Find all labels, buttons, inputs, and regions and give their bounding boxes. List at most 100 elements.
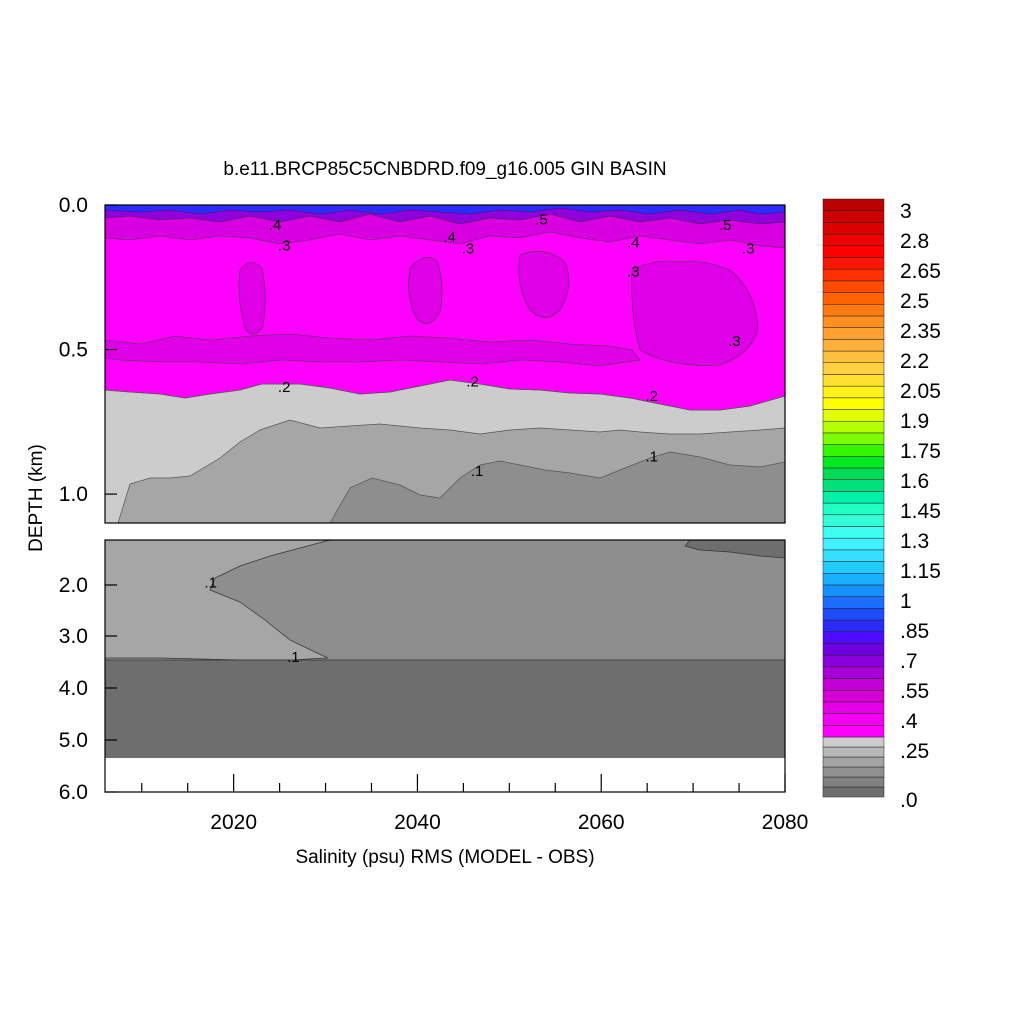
lower-dark-patch <box>684 540 785 559</box>
lower-panel: .1 .1 <box>105 540 785 792</box>
colorbar-swatch <box>822 374 885 387</box>
colorbar-swatch <box>822 701 885 714</box>
colorbar-label: 1.3 <box>900 530 929 553</box>
colorbar-swatch <box>822 420 885 434</box>
colorbar-label: 3 <box>900 200 912 223</box>
contour-label: .3 <box>627 263 640 280</box>
colorbar-swatch <box>822 561 885 574</box>
colorbar: .0 .25 .4 .55 .7 .85 1 1.15 1.3 1.45 1.6 1.75 1.9 2.0… <box>822 198 941 812</box>
upper-purple-patch-1 <box>238 262 266 335</box>
y-tick-label: 5.0 <box>59 729 88 752</box>
upper-purple-patch-2 <box>408 256 443 324</box>
x-tick-label: 2020 <box>210 811 257 834</box>
colorbar-swatch <box>822 766 885 778</box>
colorbar-label: .25 <box>900 740 929 763</box>
colorbar-label: 2.5 <box>900 290 929 313</box>
colorbar-label: .4 <box>900 710 918 733</box>
y-tick-label: 3.0 <box>59 625 88 648</box>
contour-label: .2 <box>278 379 291 396</box>
colorbar-swatch <box>822 210 885 223</box>
colorbar-label: 1.75 <box>900 440 941 463</box>
colorbar-swatch <box>822 245 885 258</box>
contour-label: .5 <box>719 217 732 234</box>
contour-label: .2 <box>466 373 479 390</box>
colorbar-swatch <box>822 292 885 305</box>
colorbar-swatch <box>822 596 885 609</box>
colorbar-label: 1.15 <box>900 560 941 583</box>
x-axis-label: Salinity (psu) RMS (MODEL - OBS) <box>295 847 594 868</box>
colorbar-label: .55 <box>900 680 929 703</box>
colorbar-swatch <box>822 198 885 211</box>
contour-label: .1 <box>645 449 658 466</box>
colorbar-swatch <box>822 467 885 480</box>
colorbar-swatch <box>822 304 885 317</box>
chart-title: b.e11.BRCP85C5CNBDRD.f09_g16.005 GIN BAS… <box>223 159 666 180</box>
colorbar-swatch <box>822 432 885 445</box>
contour-label: .4 <box>269 217 282 234</box>
colorbar-swatch <box>822 397 885 410</box>
colorbar-label: .85 <box>900 620 929 643</box>
contour-label: .3 <box>462 240 475 257</box>
contour-label: .1 <box>471 463 484 480</box>
contour-label: .2 <box>645 388 658 405</box>
colorbar-swatch <box>822 537 885 551</box>
colorbar-swatch <box>822 619 885 632</box>
colorbar-swatch <box>822 339 885 352</box>
colorbar-swatch <box>822 713 885 726</box>
colorbar-swatch <box>822 573 885 586</box>
x-tick-label: 2040 <box>394 811 441 834</box>
colorbar-swatch <box>822 222 885 235</box>
contour-label: .1 <box>287 649 300 666</box>
lower-no-data <box>105 758 785 792</box>
colorbar-swatch <box>822 479 885 492</box>
x-tick-label: 2080 <box>762 811 809 834</box>
colorbar-swatch <box>822 491 885 504</box>
colorbar-swatch <box>822 654 885 668</box>
colorbar-swatch <box>822 456 885 469</box>
colorbar-label: 1.6 <box>900 470 929 493</box>
lower-panel-frame <box>104 539 786 793</box>
colorbar-swatch <box>822 315 885 328</box>
colorbar-swatch <box>822 631 885 644</box>
colorbar-swatch <box>822 502 885 516</box>
y-axis-label: DEPTH (km) <box>26 444 47 552</box>
colorbar-swatch <box>822 666 885 679</box>
colorbar-label: 2.65 <box>900 260 941 283</box>
colorbar-swatch <box>822 350 885 363</box>
colorbar-label: 1.9 <box>900 410 929 433</box>
colorbar-label: 2.2 <box>900 350 929 373</box>
colorbar-swatch <box>822 385 885 399</box>
contour-label: .3 <box>742 240 755 257</box>
colorbar-label: .7 <box>900 650 918 673</box>
colorbar-label: .0 <box>900 789 918 812</box>
colorbar-swatch <box>822 409 885 422</box>
y-tick-label: 0.5 <box>59 339 88 362</box>
colorbar-swatch <box>822 268 885 282</box>
colorbar-label: 2.35 <box>900 320 941 343</box>
colorbar-swatch <box>822 643 885 656</box>
contour-label: .1 <box>204 575 217 592</box>
colorbar-label: 2.8 <box>900 230 929 253</box>
colorbar-swatch <box>822 362 885 375</box>
upper-panel: .4 .3 .4 .3 .5 .4 .3 .5 .3 .3 .2 .2 .2 .1 .1 <box>105 205 785 523</box>
contour-label: .5 <box>535 211 548 228</box>
y-tick-label: 2.0 <box>59 574 88 597</box>
lower-dark-region <box>105 660 785 758</box>
contour-label: .4 <box>627 235 640 252</box>
colorbar-swatch <box>822 736 885 748</box>
colorbar-swatch <box>822 280 885 293</box>
upper-purple-patch-5 <box>105 333 641 367</box>
colorbar-swatch <box>822 786 885 798</box>
upper-panel-frame <box>104 204 786 524</box>
colorbar-swatch <box>822 608 885 621</box>
colorbar-swatch <box>822 257 885 270</box>
upper-blue-band <box>105 205 785 215</box>
colorbar-label: 1.45 <box>900 500 941 523</box>
y-tick-label: 1.0 <box>59 483 88 506</box>
upper-purple-patch-4 <box>631 260 759 366</box>
y-tick-label: 6.0 <box>59 781 88 804</box>
y-tick-label: 0.0 <box>59 194 88 217</box>
colorbar-label: 1 <box>900 590 912 613</box>
colorbar-label: 2.05 <box>900 380 941 403</box>
